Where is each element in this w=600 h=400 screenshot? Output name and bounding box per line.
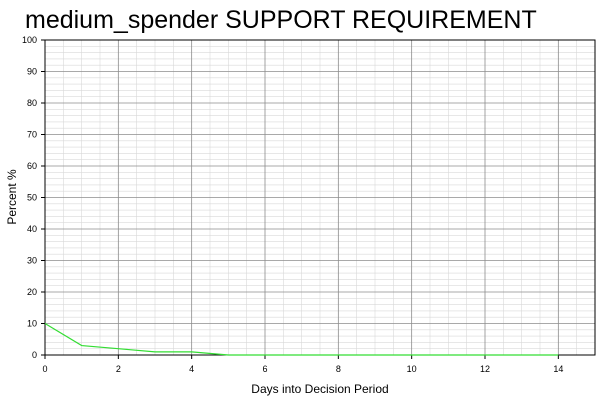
y-tick-label: 0 (32, 350, 37, 360)
series-layer (44, 322, 559, 356)
y-axis-label: Percent % (5, 169, 19, 225)
y-tick-label: 50 (27, 193, 37, 203)
chart-title: medium_spender SUPPORT REQUIREMENT (25, 6, 537, 34)
x-tick-label: 8 (336, 364, 341, 374)
x-tick-label: 6 (262, 364, 267, 374)
x-tick-label: 10 (407, 364, 417, 374)
y-tick-label: 40 (27, 224, 37, 234)
series-line (44, 322, 559, 356)
y-tick-label: 10 (27, 319, 37, 329)
y-tick-label: 100 (22, 35, 37, 45)
x-tick-label: 0 (42, 364, 47, 374)
y-tick-label: 70 (27, 130, 37, 140)
tick-marks (41, 39, 559, 359)
x-axis-label: Days into Decision Period (251, 382, 388, 396)
y-tick-label: 60 (27, 161, 37, 171)
minor-gridlines (45, 40, 596, 355)
x-tick-label: 14 (553, 364, 563, 374)
y-tick-label: 30 (27, 256, 37, 266)
tick-labels: 0 10 20 30 40 50 60 70 80 90 100 0 2 4 6 8 10 12 14 (22, 35, 563, 374)
x-tick-label: 4 (189, 364, 194, 374)
x-tick-label: 2 (116, 364, 121, 374)
y-tick-label: 90 (27, 67, 37, 77)
y-tick-label: 80 (27, 98, 37, 108)
y-tick-label: 20 (27, 287, 37, 297)
x-tick-label: 12 (480, 364, 490, 374)
